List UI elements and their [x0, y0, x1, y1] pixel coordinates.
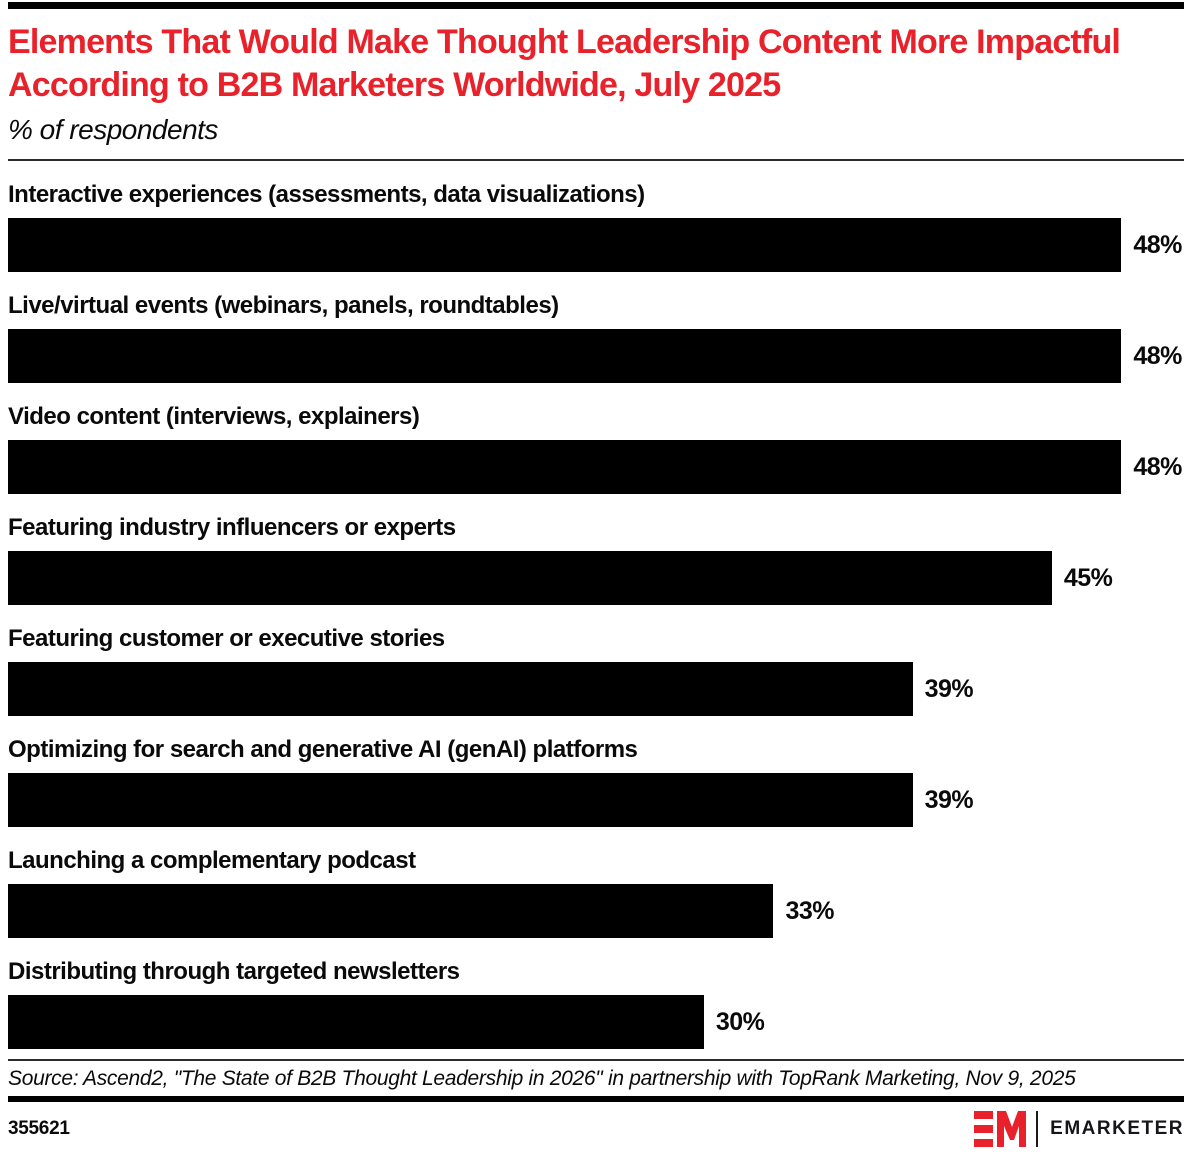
top-rule [8, 2, 1184, 9]
bar [8, 884, 774, 938]
chart-title: Elements That Would Make Thought Leaders… [8, 23, 1121, 104]
bar-row: Optimizing for search and generative AI … [8, 736, 1184, 827]
bar [8, 662, 913, 716]
bar-label: Optimizing for search and generative AI … [8, 736, 638, 763]
bar-label: Interactive experiences (assessments, da… [8, 181, 645, 208]
bar-label: Distributing through targeted newsletter… [8, 958, 460, 985]
bar-row: Video content (interviews, explainers) 4… [8, 403, 1184, 494]
bar-label: Launching a complementary podcast [8, 847, 416, 874]
bar-row: Featuring customer or executive stories … [8, 625, 1184, 716]
bar-value: 48% [1133, 230, 1182, 259]
brand-divider [1036, 1111, 1039, 1147]
bar [8, 440, 1122, 494]
bar-track: 48% [8, 440, 1184, 494]
chart-id: 355621 [8, 1118, 70, 1139]
bar-row: Featuring industry influencers or expert… [8, 514, 1184, 605]
bar [8, 995, 704, 1049]
bar-value: 48% [1133, 341, 1182, 370]
bar-row: Live/virtual events (webinars, panels, r… [8, 292, 1184, 383]
bar [8, 551, 1052, 605]
source-divider [8, 1059, 1184, 1061]
bar-row: Interactive experiences (assessments, da… [8, 181, 1184, 272]
bar-track: 45% [8, 551, 1184, 605]
bar-row: Launching a complementary podcast 33% [8, 847, 1184, 938]
bar-label: Video content (interviews, explainers) [8, 403, 420, 430]
bar-track: 48% [8, 218, 1184, 272]
bar-chart: Interactive experiences (assessments, da… [8, 181, 1184, 1049]
chart-subtitle: % of respondents [8, 114, 218, 145]
bar-value: 39% [924, 785, 974, 814]
bar-track: 30% [8, 995, 1184, 1049]
bar-track: 33% [8, 884, 1184, 938]
bar-track: 48% [8, 329, 1184, 383]
bar-row: Distributing through targeted newsletter… [8, 958, 1184, 1049]
bar-value: 45% [1063, 563, 1113, 592]
bar-value: 33% [785, 896, 834, 925]
source-note: Source: Ascend2, "The State of B2B Thoug… [8, 1067, 1076, 1090]
bar-label: Featuring industry influencers or expert… [8, 514, 456, 541]
bar [8, 218, 1122, 272]
bar [8, 329, 1122, 383]
bar [8, 773, 913, 827]
footer-divider [8, 1096, 1184, 1102]
bar-label: Live/virtual events (webinars, panels, r… [8, 292, 559, 319]
bar-value: 48% [1133, 452, 1182, 481]
footer: 355621 EMARKETER [8, 1111, 1184, 1147]
header-divider [8, 159, 1184, 161]
brand-logo: EMARKETER [974, 1111, 1184, 1147]
bar-track: 39% [8, 662, 1184, 716]
brand-name: EMARKETER [1050, 1118, 1184, 1139]
bar-track: 39% [8, 773, 1184, 827]
bar-label: Featuring customer or executive stories [8, 625, 445, 652]
emarketer-monogram-icon [974, 1111, 1027, 1147]
bar-value: 39% [924, 674, 974, 703]
bar-value: 30% [715, 1007, 765, 1036]
